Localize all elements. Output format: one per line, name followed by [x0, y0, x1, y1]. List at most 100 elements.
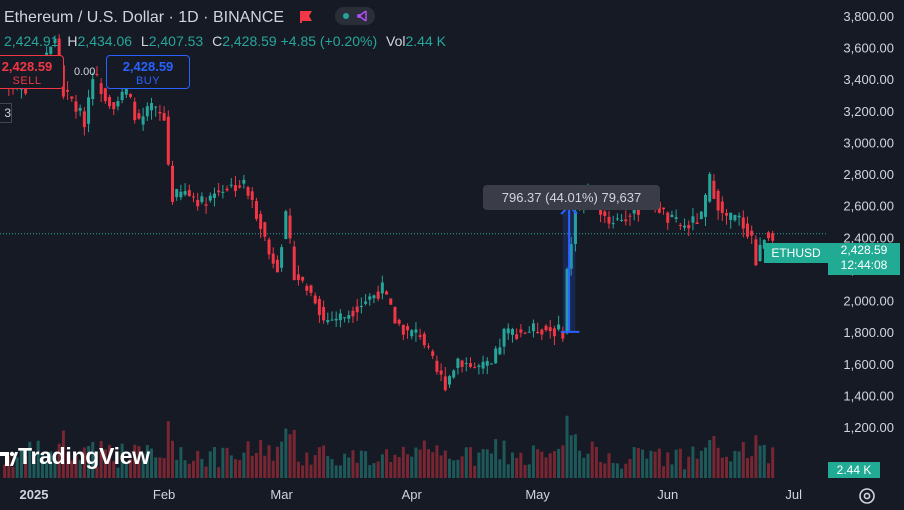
- volume-bar: [762, 444, 766, 478]
- volume-bar: [737, 451, 741, 478]
- volume-bar: [250, 455, 254, 478]
- volume-bar: [263, 455, 267, 478]
- volume-bar: [40, 453, 44, 478]
- volume-bar: [242, 452, 246, 478]
- candle-body: [305, 286, 309, 291]
- volume-bar: [364, 451, 368, 478]
- candle-body: [515, 334, 519, 340]
- y-tick-label: 3,800.00: [843, 9, 894, 24]
- volume-bar: [435, 445, 439, 478]
- volume-bar: [171, 440, 175, 478]
- candle-body: [414, 329, 418, 333]
- volume-bar: [204, 466, 208, 478]
- y-tick-label: 2,400.00: [843, 230, 894, 245]
- volume-bar: [443, 450, 447, 478]
- candle-body: [24, 88, 28, 94]
- indicator-pill-icon[interactable]: [334, 7, 375, 25]
- volume-bar: [271, 460, 275, 478]
- candle-body: [750, 230, 754, 236]
- volume-bar: [196, 450, 200, 478]
- change-value: +4.85 (+0.20%): [280, 33, 378, 49]
- volume-bar: [343, 453, 347, 478]
- volume-bar: [57, 443, 61, 478]
- candle-body: [410, 330, 414, 337]
- candle-body: [544, 325, 548, 331]
- volume-bar: [573, 434, 577, 478]
- volume-bar: [431, 452, 435, 478]
- volume-bar: [674, 449, 678, 478]
- volume-bar: [393, 454, 397, 478]
- volume-bar: [179, 447, 183, 478]
- candle-body: [725, 213, 729, 216]
- tradingview-logo: TradingView: [0, 443, 150, 470]
- volume-bar: [217, 467, 221, 478]
- candle-body: [217, 190, 221, 193]
- candle-body: [364, 301, 368, 304]
- candle-body: [317, 298, 321, 316]
- candle-body: [766, 232, 770, 239]
- candle-body: [636, 209, 640, 215]
- candle-body: [229, 184, 233, 186]
- volume-bar: [45, 462, 49, 478]
- logo-text: TradingView: [18, 443, 150, 469]
- volume-bar: [53, 453, 57, 478]
- candle-body: [70, 96, 74, 99]
- candle-body: [95, 74, 99, 76]
- volume-bar: [771, 447, 775, 478]
- volume-bar: [548, 453, 552, 478]
- volume-bar: [448, 458, 452, 478]
- low-value: 2,407.53: [148, 33, 204, 49]
- sell-button[interactable]: 2,428.59 SELL: [0, 55, 64, 89]
- gear-icon[interactable]: [857, 486, 877, 506]
- volume-bar: [280, 441, 284, 478]
- volume-bar: [460, 456, 464, 478]
- candle-body: [372, 295, 376, 299]
- candle-body: [355, 306, 359, 313]
- candle-body: [359, 305, 363, 307]
- x-tick-label: Jun: [657, 487, 678, 502]
- volume-bar: [36, 440, 40, 478]
- volume-bar: [515, 458, 519, 478]
- volume-bar: [406, 454, 410, 478]
- candle-body: [284, 211, 288, 240]
- measure-arrow[interactable]: [560, 204, 580, 333]
- candle-body: [557, 324, 561, 330]
- volume-bar: [175, 459, 179, 478]
- volume-bar: [389, 461, 393, 478]
- x-tick-label: 2025: [20, 487, 49, 502]
- candle-body: [758, 244, 762, 262]
- volume-bar: [615, 463, 619, 478]
- volume-bar: [309, 464, 313, 478]
- candle-body: [745, 223, 749, 237]
- candle-body: [666, 212, 670, 223]
- volume-bar: [720, 457, 724, 478]
- volume-bar: [678, 448, 682, 478]
- candle-body: [385, 291, 389, 295]
- candle-body: [443, 376, 447, 391]
- candle-body: [607, 216, 611, 224]
- buy-button[interactable]: 2,428.59 BUY: [106, 55, 190, 89]
- volume-bar: [569, 435, 573, 478]
- volume-bar: [401, 446, 405, 478]
- candle-body: [401, 324, 405, 335]
- volume-bar: [624, 463, 628, 478]
- spread-value: 0.00: [74, 66, 96, 78]
- candle-body: [737, 215, 741, 218]
- volume-bar: [120, 443, 124, 478]
- volume-bar: [418, 449, 422, 478]
- candle-body: [485, 360, 489, 366]
- candle-body: [473, 367, 477, 369]
- candle-body: [489, 363, 493, 365]
- volume-bar: [275, 446, 279, 478]
- volume-bar: [649, 450, 653, 478]
- candle-body: [238, 185, 242, 188]
- candle-body: [695, 222, 699, 224]
- candle-body: [334, 318, 338, 321]
- x-tick-label: Mar: [270, 487, 293, 502]
- volume-bar: [221, 447, 225, 478]
- volume-bar: [284, 428, 288, 478]
- candle-body: [158, 112, 162, 114]
- candle-body: [116, 101, 120, 107]
- red-flag-icon[interactable]: [299, 11, 313, 23]
- candle-body: [66, 89, 70, 92]
